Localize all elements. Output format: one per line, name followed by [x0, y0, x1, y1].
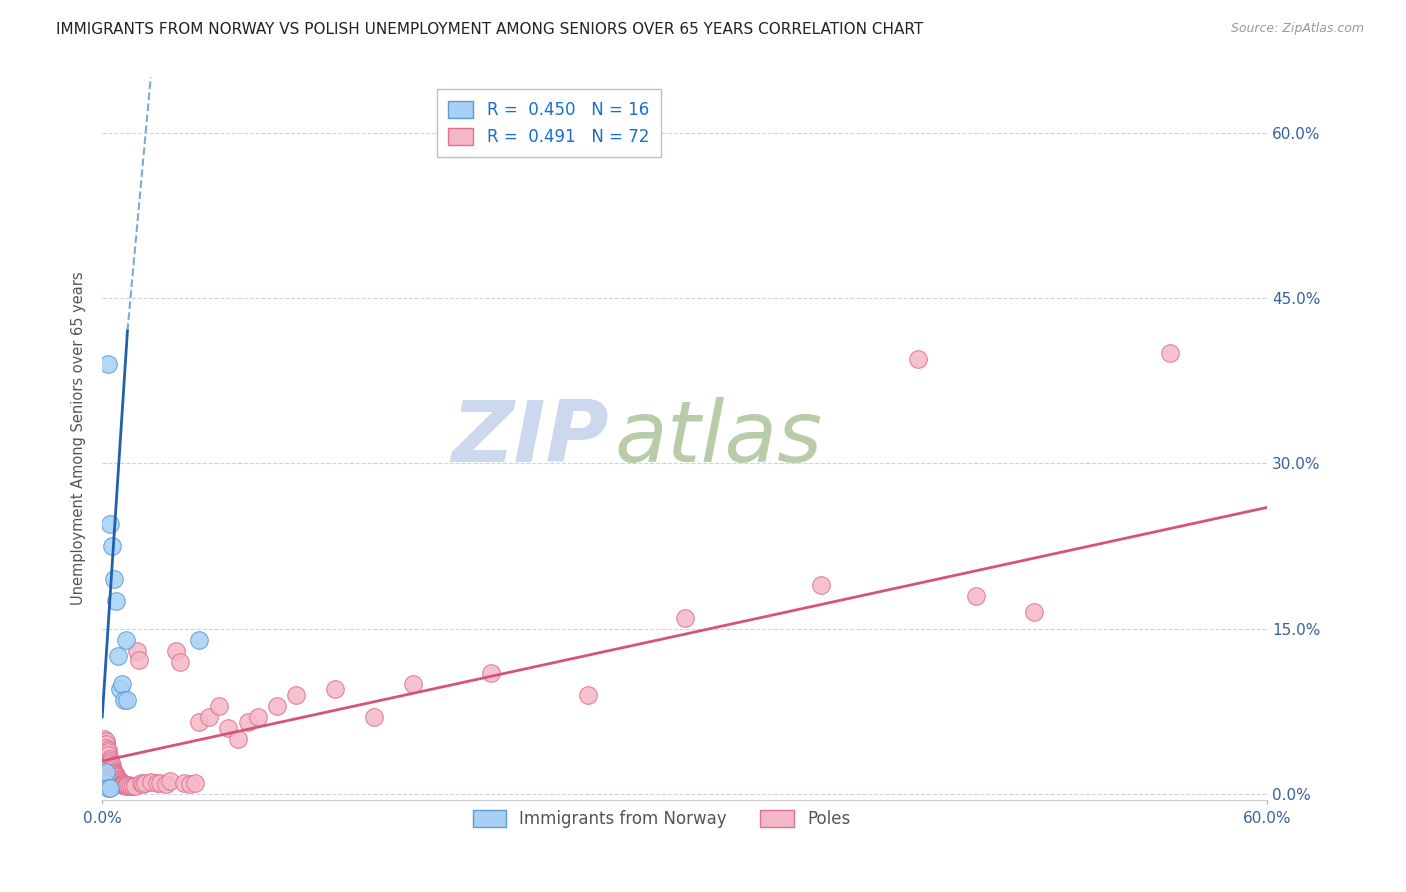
- Point: [149, 776, 172, 790]
- Point: [124, 779, 146, 793]
- Point: [145, 776, 167, 790]
- Point: [107, 772, 129, 787]
- Point: [1024, 605, 1046, 619]
- Point: [285, 688, 308, 702]
- Point: [112, 778, 135, 792]
- Point: [103, 572, 125, 586]
- Point: [98, 756, 121, 771]
- Point: [208, 698, 231, 713]
- Point: [139, 775, 162, 789]
- Point: [155, 777, 177, 791]
- Point: [965, 589, 987, 603]
- Point: [97, 357, 120, 371]
- Point: [97, 743, 120, 757]
- Point: [810, 577, 832, 591]
- Point: [104, 768, 127, 782]
- Point: [363, 710, 385, 724]
- Point: [104, 594, 127, 608]
- Point: [114, 779, 136, 793]
- Point: [114, 778, 136, 792]
- Point: [134, 776, 156, 790]
- Point: [93, 731, 115, 746]
- Point: [97, 748, 120, 763]
- Point: [907, 351, 929, 366]
- Point: [576, 688, 599, 702]
- Point: [104, 769, 127, 783]
- Point: [173, 776, 195, 790]
- Point: [246, 710, 269, 724]
- Point: [111, 776, 134, 790]
- Point: [165, 643, 187, 657]
- Point: [101, 758, 124, 772]
- Point: [94, 740, 117, 755]
- Point: [98, 754, 121, 768]
- Point: [1159, 346, 1181, 360]
- Point: [188, 715, 211, 730]
- Point: [120, 779, 142, 793]
- Point: [114, 632, 136, 647]
- Legend: Immigrants from Norway, Poles: Immigrants from Norway, Poles: [465, 803, 856, 835]
- Y-axis label: Unemployment Among Seniors over 65 years: Unemployment Among Seniors over 65 years: [72, 272, 86, 606]
- Point: [103, 766, 125, 780]
- Point: [103, 764, 125, 779]
- Point: [111, 777, 134, 791]
- Point: [169, 655, 191, 669]
- Point: [323, 682, 346, 697]
- Point: [179, 777, 201, 791]
- Text: Source: ZipAtlas.com: Source: ZipAtlas.com: [1230, 22, 1364, 36]
- Point: [98, 781, 121, 796]
- Point: [98, 516, 121, 531]
- Text: atlas: atlas: [614, 397, 823, 480]
- Point: [107, 772, 129, 786]
- Point: [129, 776, 152, 790]
- Point: [108, 773, 131, 788]
- Point: [108, 775, 131, 789]
- Point: [94, 738, 117, 752]
- Point: [101, 539, 124, 553]
- Point: [198, 710, 221, 724]
- Point: [117, 778, 139, 792]
- Point: [108, 682, 131, 697]
- Point: [112, 777, 135, 791]
- Point: [159, 773, 181, 788]
- Point: [103, 767, 125, 781]
- Point: [111, 776, 134, 790]
- Point: [132, 777, 155, 791]
- Point: [94, 764, 117, 779]
- Point: [94, 734, 117, 748]
- Point: [118, 778, 141, 792]
- Point: [184, 776, 207, 790]
- Text: ZIP: ZIP: [451, 397, 609, 480]
- Point: [117, 779, 139, 793]
- Point: [97, 745, 120, 759]
- Point: [112, 693, 135, 707]
- Point: [107, 649, 129, 664]
- Point: [266, 698, 288, 713]
- Point: [226, 731, 249, 746]
- Point: [94, 776, 117, 790]
- Point: [236, 715, 259, 730]
- Point: [111, 677, 134, 691]
- Point: [122, 779, 145, 793]
- Point: [97, 781, 120, 796]
- Point: [673, 610, 696, 624]
- Point: [101, 763, 124, 777]
- Point: [111, 778, 134, 792]
- Point: [104, 771, 127, 785]
- Point: [127, 643, 149, 657]
- Point: [101, 760, 124, 774]
- Point: [117, 693, 139, 707]
- Point: [217, 721, 239, 735]
- Point: [98, 752, 121, 766]
- Point: [188, 632, 211, 647]
- Point: [402, 677, 425, 691]
- Text: IMMIGRANTS FROM NORWAY VS POLISH UNEMPLOYMENT AMONG SENIORS OVER 65 YEARS CORREL: IMMIGRANTS FROM NORWAY VS POLISH UNEMPLO…: [56, 22, 924, 37]
- Point: [128, 652, 150, 666]
- Point: [479, 665, 502, 680]
